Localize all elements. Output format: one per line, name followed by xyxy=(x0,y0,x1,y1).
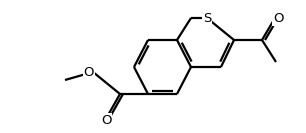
Text: S: S xyxy=(203,11,211,24)
Text: O: O xyxy=(101,113,111,126)
Text: O: O xyxy=(84,65,94,78)
Text: O: O xyxy=(273,13,283,26)
